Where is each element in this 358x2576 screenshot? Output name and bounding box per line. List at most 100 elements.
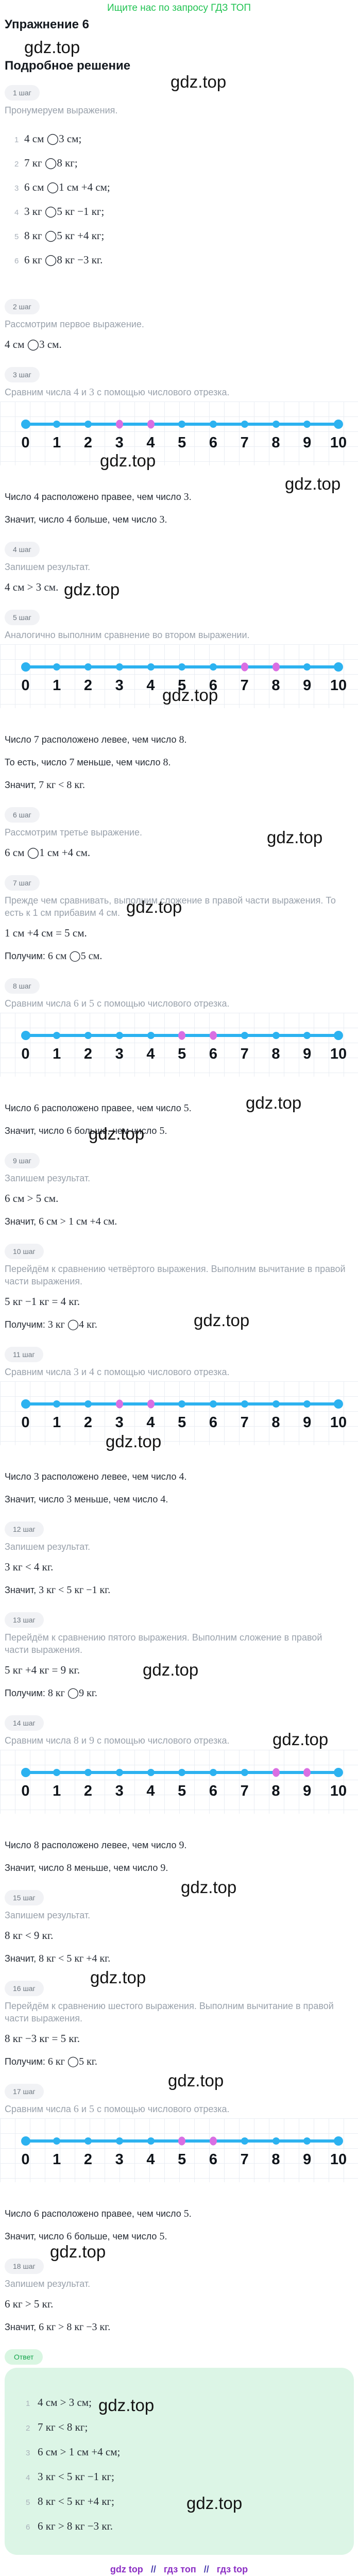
sentence: Число 3 расположено левее, чем число 4. — [5, 1470, 358, 1483]
expression-item: 5 8 кг < 5 кг +4 кг; — [5, 2495, 354, 2510]
expression-item: 2 7 кг ◯8 кг; — [0, 156, 358, 171]
text-fragment: и — [78, 2104, 89, 2114]
step-description: Сравним числа 6 и 5 с помощью числового … — [5, 2103, 347, 2115]
math-fragment: 6 — [73, 998, 79, 1009]
step: 11 шаг Сравним числа 3 и 4 с помощью числ… — [0, 1331, 358, 1506]
step: 2 шаг Рассмотрим первое выражение. 4 см ◯3… — [0, 283, 358, 352]
number-line-dot — [21, 420, 30, 429]
number-line: 0 1 2 3 4 5 6 7 8 9 10 — [0, 2118, 358, 2182]
number-line-dot — [303, 2137, 311, 2145]
number-line-label: 0 — [21, 677, 30, 694]
step-description: Запишем результат. — [5, 562, 91, 572]
sentence: Значит, число 6 больше, чем число 5. — [5, 2230, 358, 2243]
number-line-label: 5 — [178, 434, 186, 451]
step-description: Рассмотрим первое выражение. — [5, 319, 144, 329]
number-line-label: 10 — [330, 1046, 347, 1062]
footer-separator: // — [203, 2564, 209, 2574]
number-line-dot — [334, 1768, 343, 1777]
math-fragment: 5 — [183, 1102, 189, 1114]
sentence: Число 6 расположено правее, чем число 5. — [5, 1101, 358, 1115]
step-badge: 5 шаг — [5, 610, 40, 625]
watermark: gdz.top — [106, 1432, 162, 1451]
expression-number: 2 — [14, 160, 19, 169]
expression-math: 6 см > 1 см +4 см; — [38, 2446, 121, 2458]
number-line-dot — [272, 421, 280, 428]
number-line-dot — [210, 2136, 217, 2146]
math-fragment: 5 — [159, 1125, 165, 1136]
math-fragment: 6 — [33, 1102, 39, 1114]
footer-link[interactable]: гдз top — [216, 2564, 248, 2574]
step-badge: 17 шаг — [5, 2084, 44, 2099]
watermark: gdz.top — [90, 1968, 146, 1987]
number-line-dot — [210, 1769, 217, 1776]
number-line-dot — [178, 2136, 186, 2146]
number-line-dot — [147, 1769, 155, 1776]
math-fragment: 3 — [183, 491, 189, 503]
math-line: 5 кг +4 кг = 9 кг. — [5, 1664, 80, 1676]
number-line-dot — [303, 1032, 311, 1039]
step-description: Сравним числа 8 и 9 с помощью числового … — [5, 1734, 347, 1747]
number-line-label: 2 — [83, 1414, 93, 1431]
watermark: gdz.top — [168, 2071, 224, 2090]
step-description: Перейдём к сравнению шестого выражения. … — [5, 2001, 334, 2023]
expression-number: 4 — [14, 208, 19, 217]
step: 12 шаг Запишем результат. 3 кг < 4 кг. Знач… — [0, 1506, 358, 1597]
number-line-label: 4 — [146, 1783, 155, 1799]
text-fragment: с помощью числового отрезка. — [94, 998, 230, 1009]
number-line-dot — [115, 1032, 123, 1039]
math-fragment: 4 — [89, 1366, 94, 1378]
number-line-label: 8 — [271, 1414, 280, 1431]
footer-link[interactable]: gdz top — [110, 2564, 143, 2574]
math-fragment: 8 — [66, 1862, 72, 1874]
number-line-label: 1 — [53, 2151, 61, 2168]
math-fragment: 6 кг ◯5 кг. — [47, 2056, 97, 2067]
text-fragment: и — [78, 1735, 89, 1746]
math-fragment: 7 — [69, 757, 75, 768]
number-line: 0 1 2 3 4 5 6 7 8 9 10 — [0, 644, 358, 708]
sentence: То есть, число 7 меньше, чем число 8. — [5, 756, 358, 769]
sentence: Значит, число 3 меньше, чем число 4. — [5, 1493, 358, 1506]
text-fragment: . — [165, 1863, 168, 1873]
watermark: gdz.top — [246, 1093, 302, 1112]
text-fragment: Значит, число — [5, 1494, 67, 1504]
expression-number: 5 — [26, 2498, 30, 2507]
number-line-label: 5 — [178, 1046, 186, 1062]
text-fragment: . — [164, 514, 167, 525]
math-fragment: 3 кг < 5 кг −1 кг. — [39, 1584, 111, 1596]
number-line-label: 3 — [115, 1783, 124, 1799]
expression-item: 6 6 кг ◯8 кг −3 кг. — [0, 253, 358, 268]
number-line-label: 6 — [209, 1046, 218, 1062]
number-line-dot — [147, 420, 155, 429]
number-line-dot — [272, 662, 280, 672]
math-fragment: 4 — [160, 1494, 166, 1505]
step-badge: 14 шаг — [5, 1715, 44, 1731]
number-line-dot — [178, 1031, 186, 1040]
step: 13 шаг Перейдём к сравнению пятого выраже… — [0, 1597, 358, 1700]
watermark: gdz.top — [89, 1124, 145, 1143]
text-fragment: Сравним числа — [5, 1735, 74, 1746]
promo-link[interactable]: Ищите нас по запросу ГДЗ ТОП — [107, 3, 251, 13]
number-line-label: 5 — [178, 1414, 186, 1431]
text-fragment: Число — [5, 1103, 34, 1113]
number-line-label: 3 — [115, 677, 124, 694]
math-fragment: 4 — [66, 514, 72, 525]
step-badge: 15 шаг — [5, 1890, 44, 1905]
number-line-label: 0 — [21, 1783, 30, 1799]
step-badge: 1 шаг — [5, 85, 40, 101]
number-line-dot — [147, 1399, 155, 1409]
footer-link[interactable]: гдз топ — [163, 2564, 196, 2574]
number-line-label: 8 — [271, 434, 280, 451]
number-line-label: 1 — [53, 434, 61, 451]
watermark: gdz.top — [24, 38, 80, 57]
sentence: Значит, 6 кг > 8 кг −3 кг. — [5, 2320, 358, 2334]
number-line-dot — [303, 663, 311, 671]
text-fragment: Число — [5, 2209, 34, 2219]
expression-number: 6 — [26, 2523, 30, 2532]
number-line-dot — [210, 663, 217, 671]
number-line-label: 8 — [271, 1046, 280, 1062]
step-badge: 12 шаг — [5, 1521, 44, 1537]
step-badge: 8 шаг — [5, 978, 40, 994]
watermark: gdz.top — [181, 1878, 237, 1897]
sentence: Значит, число 8 меньше, чем число 9. — [5, 1861, 358, 1875]
